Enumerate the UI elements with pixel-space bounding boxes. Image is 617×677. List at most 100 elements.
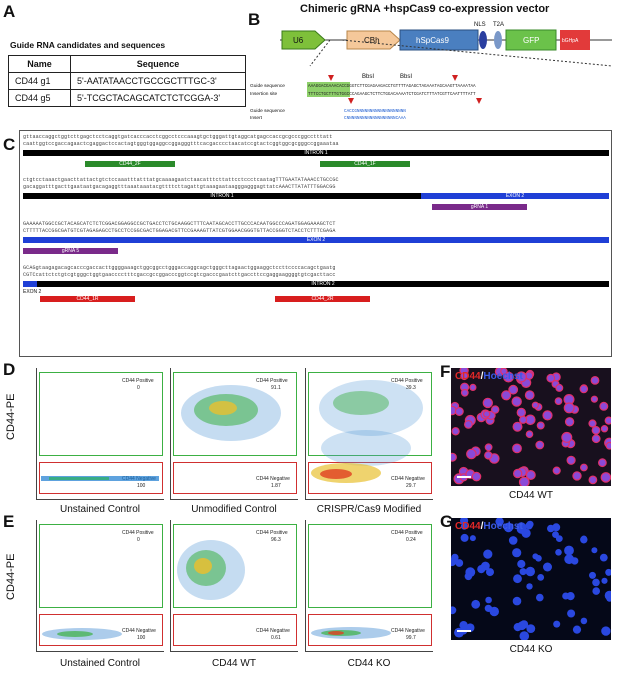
vector-title: Chimeric gRNA +hspCas9 co-expression vec… <box>300 3 550 15</box>
insert-label: Insert <box>250 115 263 121</box>
neg-label: CD44 Negative <box>391 476 425 482</box>
bbs2-label: BbsI <box>400 74 412 80</box>
primer-1f-arrow: CD44_1F <box>320 161 410 167</box>
intron2-bar: INTRON 2 <box>37 281 609 287</box>
panel-label-g: G <box>440 512 454 531</box>
scale-bar <box>457 476 471 478</box>
stain-label: CD44/Hoechst <box>455 521 523 532</box>
cas9-label: hSpCas9 <box>416 36 449 45</box>
positive-gate <box>39 372 163 456</box>
primer-2f-arrow: CD44_2F <box>85 161 175 167</box>
pos-value: 0.24 <box>406 537 416 543</box>
insertion-site-label: Insertion site <box>250 91 278 97</box>
grna5-label: gRNA 5 <box>61 248 80 254</box>
pos-value: 96.3 <box>271 537 281 543</box>
guide-table: Name Sequence CD44 g1 5'-AATATAACCTGCCGCTT… <box>8 55 246 107</box>
plot-area: CD44 Positive 39.3 CD44 Negative 29.7 <box>305 368 433 500</box>
panel-label-e: E <box>3 512 15 531</box>
panel-label-a: A <box>3 2 16 21</box>
cells-ko <box>451 518 611 640</box>
stain-label-sep: / <box>480 371 484 382</box>
microscopy-image-ko: CD44/Hoechst <box>451 518 611 640</box>
cut-marker <box>328 75 334 81</box>
guide-sequence: 5'-AATATAACCTGCCGCTTTGC-3' <box>70 72 246 90</box>
neg-label: CD44 Negative <box>256 476 290 482</box>
negative-gate <box>39 462 163 494</box>
primer-2f-label: CD44_2F <box>119 161 141 167</box>
primer-2r-arrow: CD44_2R <box>275 296 370 302</box>
scatter-dots <box>177 540 245 600</box>
panel-label-b: B <box>248 10 261 29</box>
pos-value: 0 <box>137 537 140 543</box>
intron1b-label: INTRON 1 <box>210 193 234 199</box>
positive-gate <box>308 524 432 608</box>
plot-caption: Unstained Control <box>59 504 141 515</box>
pos-label: CD44 Positive <box>391 530 423 536</box>
gfp-gene <box>505 29 557 51</box>
guide-name: CD44 g5 <box>8 89 71 107</box>
neg-label: CD44 Negative <box>391 628 425 634</box>
neg-value: 100 <box>137 635 146 641</box>
seq-bot: TTTCCTGCTTTGTGGCCCAGAAGCTCTTCTGGACAAAATC… <box>308 92 476 97</box>
intron1-bar: INTRON 1 <box>23 150 609 156</box>
guide-sequence: 5'-TCGCTACAGCATCTCTCGGA-3' <box>70 89 246 107</box>
guide-seq-label: Guide sequence <box>250 83 285 89</box>
table-header-name: Name <box>8 55 71 73</box>
nls-label: NLS <box>474 22 486 28</box>
pos-label: CD44 Positive <box>122 378 154 384</box>
positive-gate <box>39 524 163 608</box>
gfp-label: GFP <box>523 36 539 45</box>
panel-label-f: F <box>440 362 451 381</box>
nls-block <box>479 31 487 49</box>
seq-line: gacaggatttgacttgaataatgacagaggtttaaataaa… <box>23 184 336 190</box>
microscopy-image-wt: CD44/Hoechst <box>451 368 611 486</box>
plot-area: CD44 Positive 0 CD44 Negative 100 <box>36 520 164 652</box>
seq-line: gttaaccaggctggtcttgagctcctcaggtgatcaccca… <box>23 134 333 140</box>
guide-seq2-label: Guide sequence <box>250 108 285 114</box>
scatter-dots <box>42 628 122 640</box>
plot-area: CD44 Positive 91.1 CD44 Negative 1.87 <box>170 368 298 500</box>
pos-label: CD44 Positive <box>122 530 154 536</box>
vector-diagram: U6 CBh hSpCas9 GFP bGHpA NLS T2A BbsI Bb… <box>250 22 613 121</box>
intron1-label: INTRON 1 <box>304 150 328 156</box>
stain-label: CD44/Hoechst <box>455 371 523 382</box>
guide-table-title: Guide RNA candidates and sequences <box>10 40 166 50</box>
u6-label: U6 <box>293 36 304 45</box>
cells-wt <box>451 368 611 486</box>
primer-1r-label: CD44_1R <box>76 296 99 302</box>
stain-label-cd44: CD44 <box>455 371 481 382</box>
neg-label: CD44 Negative <box>256 628 290 634</box>
plot-caption: CD44 KO <box>347 658 391 669</box>
scatter-dots <box>311 380 423 483</box>
scatter-dots <box>41 476 159 481</box>
insert-bot: CNNNNNNNNNNNNNNNNNNNCAAA <box>344 116 406 121</box>
pa-label: bGHpA <box>562 38 579 44</box>
positive-gate <box>173 372 297 456</box>
neg-value: 29.7 <box>406 483 416 489</box>
neg-value: 0.61 <box>271 635 281 641</box>
image-caption: CD44 WT <box>509 490 553 501</box>
pos-label: CD44 Positive <box>256 378 288 384</box>
exon2a-label: EXON 2 <box>505 193 525 199</box>
intron1-bar-2: INTRON 1 <box>23 193 421 199</box>
grna5-arrow: gRNA 5 <box>23 248 118 254</box>
u6-promoter <box>281 30 326 50</box>
guide-name: CD44 g1 <box>8 72 71 90</box>
panel-label-d: D <box>3 360 16 379</box>
negative-gate <box>173 462 297 494</box>
primer-1f-label: CD44_1F <box>354 161 376 167</box>
stain-label-hoechst: Hoechst <box>483 521 523 532</box>
exon2-bar-2: EXON 2 <box>23 237 609 243</box>
plot-caption: CRISPR/Cas9 Modified <box>316 504 422 515</box>
pos-label: CD44 Positive <box>391 378 423 384</box>
scatter-dots <box>181 385 281 441</box>
t2a-label: T2A <box>493 22 504 28</box>
plot-caption: Unmodified Control <box>191 504 277 515</box>
plot-caption: CD44 WT <box>212 658 256 669</box>
seq-top: AAAGGACGAAACACCGGGTCTTCGAGAAGACCTGTTTTAG… <box>308 84 476 89</box>
d-ylabel: CD44-PE <box>5 393 17 440</box>
e-ylabel: CD44-PE <box>5 553 17 600</box>
cbh-label: CBh <box>364 36 380 45</box>
image-caption: CD44 KO <box>509 644 553 655</box>
exon2b-label: EXON 2 <box>306 237 326 243</box>
